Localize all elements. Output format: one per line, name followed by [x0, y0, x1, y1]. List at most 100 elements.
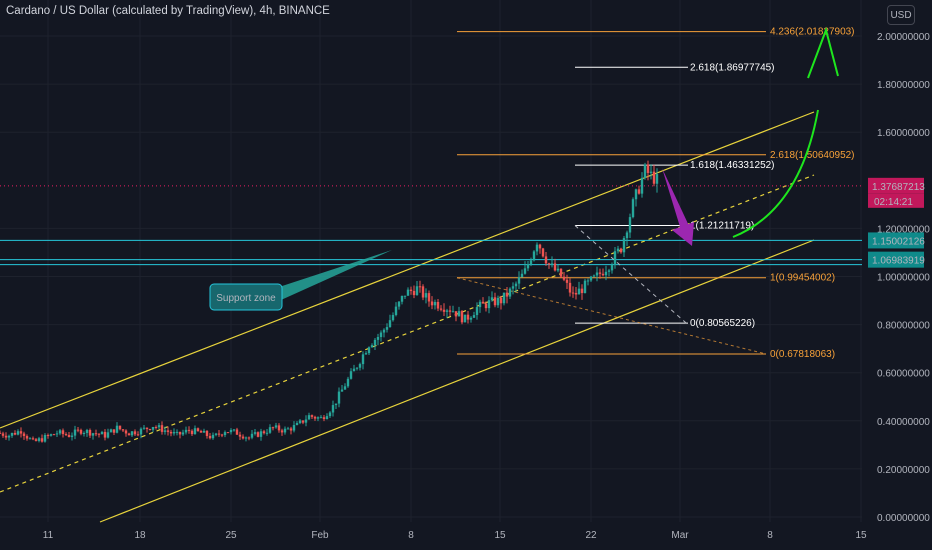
candle-body	[457, 311, 461, 317]
y-tick-label: 1.20000000	[877, 224, 930, 235]
fib-level-label: 1(0.99454002)	[770, 273, 835, 284]
candle-body	[511, 286, 515, 289]
candle-body	[169, 431, 173, 434]
candle-body	[4, 435, 8, 438]
axes: 11 18 25 Feb 8 15 22 Mar 8 15 0.00000000 0.20000000…	[43, 32, 930, 541]
candle-body	[604, 271, 608, 276]
candle-body	[586, 280, 590, 282]
candle-body	[142, 427, 146, 429]
candle-body	[655, 174, 659, 184]
candle-body	[466, 314, 470, 320]
candle-body	[589, 276, 593, 281]
x-tick-label: 22	[585, 530, 597, 541]
candle-body	[448, 310, 452, 312]
candle-body	[478, 301, 482, 308]
candles	[0, 160, 659, 443]
candle-body	[475, 307, 479, 316]
candle-body	[535, 244, 539, 252]
candle-body	[157, 425, 161, 428]
candle-body	[232, 429, 236, 431]
candle-body	[70, 435, 74, 438]
candle-body	[283, 428, 287, 433]
callout-text: Support zone	[216, 293, 276, 304]
candle-body	[316, 417, 320, 419]
candle-body	[436, 301, 440, 309]
candle-body	[628, 217, 632, 233]
candle-body	[430, 301, 434, 306]
candle-body	[82, 432, 86, 434]
candle-body	[340, 389, 344, 392]
candle-body	[244, 437, 248, 439]
candle-body	[292, 425, 296, 431]
x-tick-label: 8	[767, 530, 773, 541]
candle-body	[622, 238, 626, 253]
candle-body	[121, 429, 125, 431]
channel-lower-line	[99, 239, 815, 523]
candle-body	[490, 297, 494, 301]
current-price-tag: 1.37687213	[872, 182, 925, 193]
candle-body	[619, 248, 623, 253]
fib-trend-line	[456, 277, 767, 355]
y-tick-label: 0.40000000	[877, 417, 930, 428]
candle-body	[610, 264, 614, 271]
candle-body	[22, 433, 26, 437]
candle-body	[130, 431, 134, 436]
candle-body	[64, 434, 68, 436]
candle-body	[46, 435, 50, 437]
candle-body	[133, 431, 137, 435]
candle-body	[487, 300, 491, 309]
candle-body	[37, 438, 41, 441]
candle-body	[223, 432, 227, 436]
candle-body	[373, 339, 377, 346]
candle-body	[370, 345, 374, 348]
currency-button[interactable]: USD	[887, 5, 915, 25]
support-price-tag-bg	[868, 232, 924, 249]
callout-pointer	[276, 250, 392, 300]
candle-body	[352, 368, 356, 372]
y-tick-label: 0.00000000	[877, 513, 930, 524]
candle-body	[25, 436, 29, 439]
candle-body	[190, 430, 194, 435]
candle-body	[484, 303, 488, 309]
candle-body	[376, 337, 380, 340]
channel-mid-line	[0, 174, 815, 493]
candle-body	[175, 431, 179, 433]
candle-body	[271, 427, 275, 429]
candle-body	[637, 189, 641, 194]
candle-body	[7, 435, 11, 438]
x-tick-label: 8	[408, 530, 414, 541]
y-tick-label: 1.00000000	[877, 273, 930, 284]
candle-body	[199, 431, 203, 433]
fib-level-label: 1.618(1.46331252)	[690, 160, 775, 171]
candle-body	[193, 428, 197, 435]
candle-body	[202, 430, 206, 433]
candle-body	[34, 439, 38, 441]
candle-body	[394, 306, 398, 316]
candle-body	[418, 286, 422, 288]
candle-body	[598, 272, 602, 274]
candle-body	[289, 428, 293, 431]
candle-body	[124, 430, 128, 434]
y-tick-label: 0.80000000	[877, 321, 930, 332]
support-price-tag: 1.06983919	[872, 256, 925, 267]
candle-body	[613, 251, 617, 265]
support-zone	[0, 185, 862, 266]
candle-body	[16, 431, 20, 435]
candle-body	[268, 427, 272, 433]
candle-body	[163, 430, 167, 432]
candle-body	[112, 429, 116, 433]
x-tick-label: 25	[225, 530, 237, 541]
candle-body	[13, 432, 17, 435]
candle-body	[409, 289, 413, 291]
fib-level-label: 2.618(1.50640952)	[770, 150, 855, 161]
candle-body	[67, 434, 71, 438]
candle-body	[442, 309, 446, 312]
candle-body	[526, 264, 530, 269]
candle-body	[10, 432, 14, 436]
candle-body	[355, 367, 359, 369]
candle-body	[304, 419, 308, 423]
candle-body	[49, 434, 53, 436]
candle-body	[184, 429, 188, 433]
x-tick-label: Feb	[311, 530, 329, 541]
